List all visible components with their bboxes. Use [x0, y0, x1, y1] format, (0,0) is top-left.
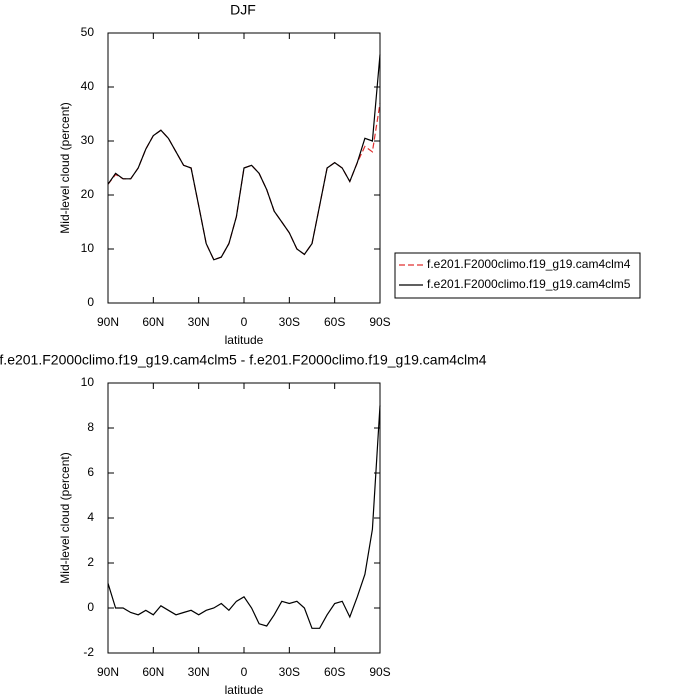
legend-label: f.e201.F2000climo.f19_g19.cam4clm4 — [427, 257, 631, 271]
y-tick-label: 20 — [81, 187, 95, 201]
x-tick-label: 30S — [279, 315, 300, 329]
y-tick-label: 10 — [81, 375, 95, 389]
y-tick-label: 30 — [81, 133, 95, 147]
legend-label: f.e201.F2000climo.f19_g19.cam4clm5 — [427, 277, 631, 291]
x-tick-label: 90S — [369, 665, 390, 679]
x-tick-label: 60N — [142, 665, 164, 679]
y-tick-label: 6 — [87, 465, 94, 479]
x-axis-label: latitude — [225, 683, 264, 697]
x-axis-label: latitude — [225, 333, 264, 347]
y-tick-label: 40 — [81, 79, 95, 93]
x-tick-label: 90N — [97, 665, 119, 679]
y-tick-label: 0 — [87, 600, 94, 614]
y-tick-label: 8 — [87, 420, 94, 434]
x-tick-label: 30S — [279, 665, 300, 679]
y-tick-label: 10 — [81, 241, 95, 255]
x-tick-label: 30N — [188, 315, 210, 329]
y-tick-label: 4 — [87, 510, 94, 524]
x-tick-label: 0 — [241, 315, 248, 329]
x-tick-label: 60S — [324, 665, 345, 679]
data-line — [107, 103, 381, 261]
data-line — [107, 54, 381, 261]
y-tick-label: 0 — [87, 295, 94, 309]
y-axis-label: Mid-level cloud (percent) — [58, 452, 72, 583]
data-line — [107, 405, 381, 629]
y-tick-label: -2 — [83, 645, 94, 659]
y-tick-label: 50 — [81, 25, 95, 39]
y-axis-label: Mid-level cloud (percent) — [58, 102, 72, 233]
chart-title: f.e201.F2000climo.f19_g19.cam4clm5 - f.e… — [0, 352, 487, 368]
x-tick-label: 0 — [241, 665, 248, 679]
y-tick-label: 2 — [87, 555, 94, 569]
x-tick-label: 90S — [369, 315, 390, 329]
plot-frame — [107, 382, 381, 654]
x-tick-label: 30N — [188, 665, 210, 679]
plot-frame — [107, 32, 381, 304]
legend-box — [394, 252, 641, 299]
x-tick-label: 90N — [97, 315, 119, 329]
x-tick-label: 60S — [324, 315, 345, 329]
x-tick-label: 60N — [142, 315, 164, 329]
chart-title: DJF — [230, 2, 256, 18]
